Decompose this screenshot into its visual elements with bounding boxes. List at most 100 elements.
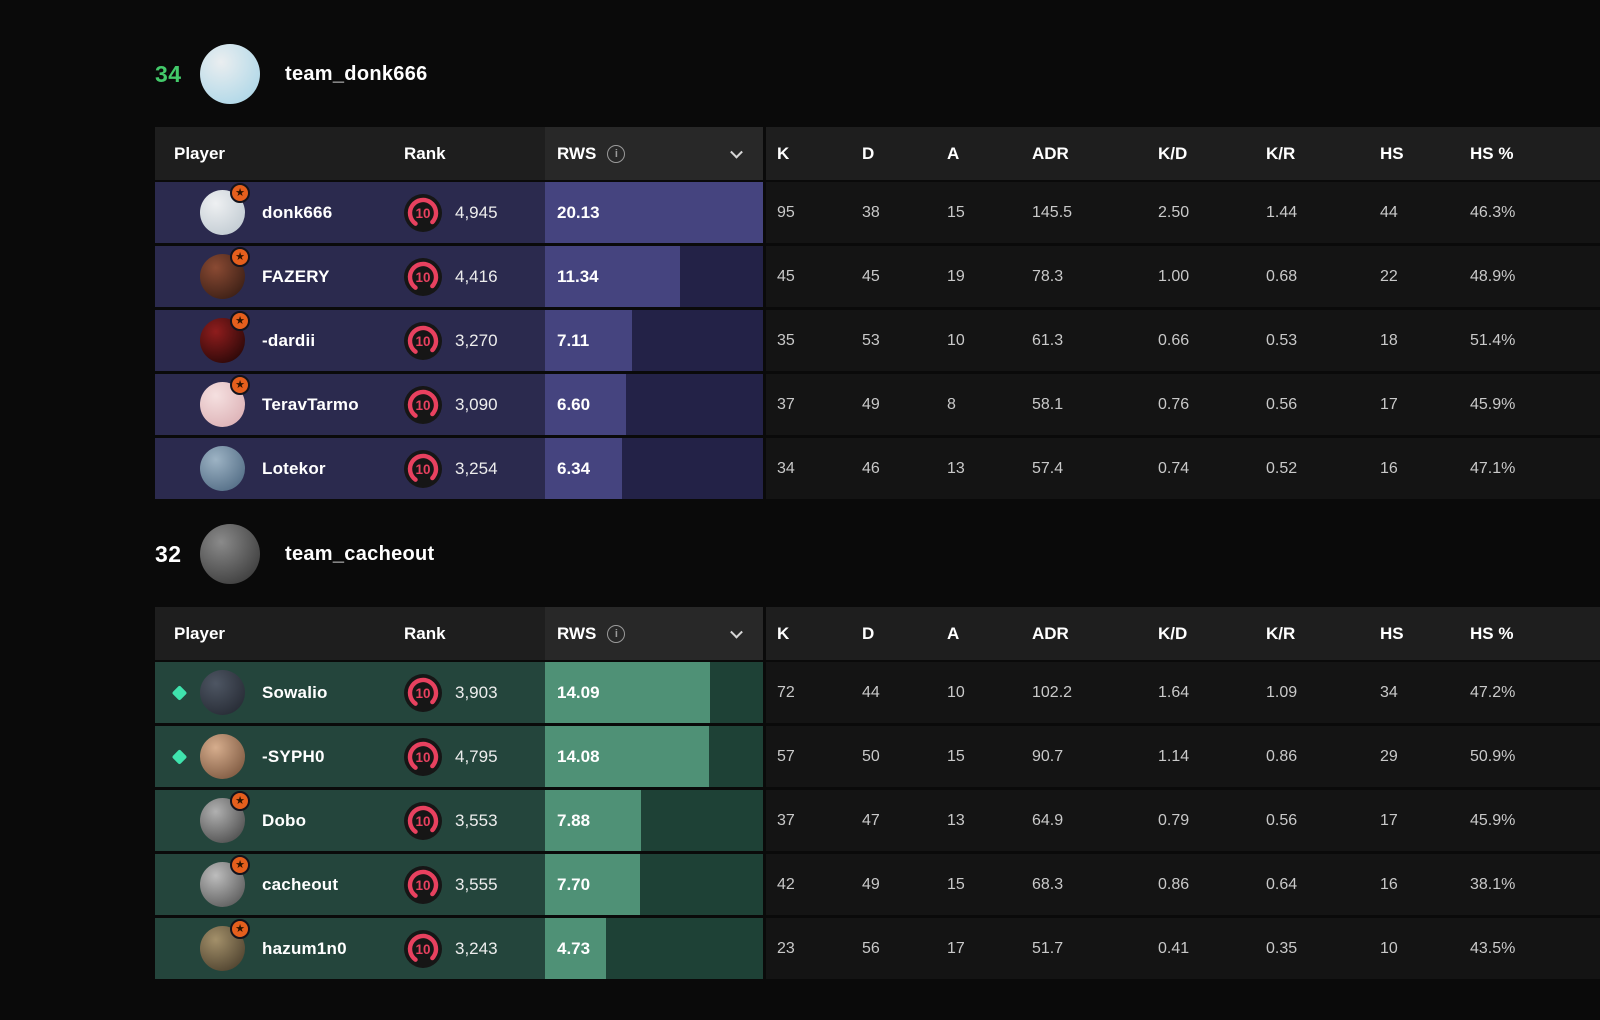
player-cell: ★ FAZERY xyxy=(155,246,400,307)
stat-adr: 57.4 xyxy=(1018,438,1144,499)
player-row[interactable]: Lotekor 10 3,254 6.34 34 46 13 57.4 0.74… xyxy=(155,438,1600,499)
player-name[interactable]: FAZERY xyxy=(262,266,330,286)
star-badge-icon: ★ xyxy=(230,791,250,811)
stat-adr: 78.3 xyxy=(1018,246,1144,307)
player-row[interactable]: ★ FAZERY 10 4,416 11.34 45 45 19 78.3 1.… xyxy=(155,246,1600,307)
player-row[interactable]: Sowalio 10 3,903 14.09 72 44 10 102.2 1.… xyxy=(155,662,1600,723)
stat-hs-pct: 45.9% xyxy=(1456,374,1600,435)
stat-kr: 0.56 xyxy=(1252,374,1366,435)
rank-gauge-icon: 10 xyxy=(404,449,442,488)
player-row[interactable]: ★ hazum1n0 10 3,243 4.73 23 56 17 51.7 0… xyxy=(155,918,1600,979)
player-avatar[interactable]: ★ xyxy=(200,183,250,235)
rws-cell: 14.08 xyxy=(545,726,763,787)
player-name[interactable]: -SYPH0 xyxy=(262,746,325,766)
player-row[interactable]: -SYPH0 10 4,795 14.08 57 50 15 90.7 1.14… xyxy=(155,726,1600,787)
rank-rating-value: 4,795 xyxy=(455,746,498,766)
team-name[interactable]: team_donk666 xyxy=(285,62,428,85)
player-name[interactable]: hazum1n0 xyxy=(262,938,347,958)
rank-gauge-icon: 10 xyxy=(404,737,442,776)
stat-deaths: 47 xyxy=(848,790,933,851)
rws-cell: 7.88 xyxy=(545,790,763,851)
player-cell: ★ hazum1n0 xyxy=(155,918,400,979)
stat-deaths: 53 xyxy=(848,310,933,371)
team-header: 32 team_cacheout xyxy=(155,524,1600,584)
stat-kr: 0.52 xyxy=(1252,438,1366,499)
player-avatar[interactable]: ★ xyxy=(200,855,250,907)
rank-gauge-icon: 10 xyxy=(404,257,442,296)
player-row[interactable]: ★ Dobo 10 3,553 7.88 37 47 13 64.9 0.79 … xyxy=(155,790,1600,851)
rws-bar xyxy=(545,854,640,915)
stat-hs-pct: 46.3% xyxy=(1456,182,1600,243)
rank-cell: 10 4,416 xyxy=(400,246,545,307)
rank-rating-value: 3,090 xyxy=(455,394,498,414)
player-name[interactable]: donk666 xyxy=(262,202,333,222)
player-name[interactable]: Lotekor xyxy=(262,458,326,478)
stat-hs: 29 xyxy=(1366,726,1456,787)
player-name[interactable]: cacheout xyxy=(262,874,339,894)
stat-kr: 0.35 xyxy=(1252,918,1366,979)
rank-gauge-icon: 10 xyxy=(404,193,442,232)
player-name[interactable]: -dardii xyxy=(262,330,316,350)
stat-hs-pct: 50.9% xyxy=(1456,726,1600,787)
stat-hs: 10 xyxy=(1366,918,1456,979)
chevron-down-icon[interactable] xyxy=(730,625,743,639)
column-header-hs-pct: HS % xyxy=(1456,127,1600,180)
player-row[interactable]: ★ -dardii 10 3,270 7.11 35 53 10 61.3 0.… xyxy=(155,310,1600,371)
rws-value: 7.88 xyxy=(557,810,591,830)
team-name[interactable]: team_cacheout xyxy=(285,542,435,565)
column-header-assists: A xyxy=(933,607,1018,660)
svg-text:10: 10 xyxy=(415,814,430,829)
party-diamond-icon xyxy=(171,748,188,765)
svg-text:10: 10 xyxy=(415,942,430,957)
player-avatar[interactable] xyxy=(200,670,245,715)
stat-kd: 0.79 xyxy=(1144,790,1252,851)
info-icon[interactable]: i xyxy=(607,624,626,643)
rank-cell: 10 3,243 xyxy=(400,918,545,979)
column-header-rws[interactable]: RWS i xyxy=(545,607,763,660)
rws-value: 20.13 xyxy=(557,202,600,222)
team-avatar[interactable] xyxy=(200,44,260,104)
stat-hs: 22 xyxy=(1366,246,1456,307)
player-name[interactable]: Sowalio xyxy=(262,682,328,702)
svg-text:10: 10 xyxy=(415,398,430,413)
rank-cell: 10 3,903 xyxy=(400,662,545,723)
player-row[interactable]: ★ TeravTarmo 10 3,090 6.60 37 49 8 58.1 … xyxy=(155,374,1600,435)
stat-kd: 1.14 xyxy=(1144,726,1252,787)
stat-hs-pct: 47.2% xyxy=(1456,662,1600,723)
stat-kills: 42 xyxy=(763,854,848,915)
info-icon[interactable]: i xyxy=(607,144,626,163)
player-row[interactable]: ★ donk666 10 4,945 20.13 95 38 15 145.5 … xyxy=(155,182,1600,243)
player-avatar[interactable]: ★ xyxy=(200,791,250,843)
player-name[interactable]: Dobo xyxy=(262,810,307,830)
stat-deaths: 49 xyxy=(848,374,933,435)
player-avatar[interactable] xyxy=(200,734,245,779)
table-body: Sowalio 10 3,903 14.09 72 44 10 102.2 1.… xyxy=(155,662,1600,979)
chevron-down-icon[interactable] xyxy=(730,145,743,159)
player-name[interactable]: TeravTarmo xyxy=(262,394,359,414)
star-badge-icon: ★ xyxy=(230,855,250,875)
player-avatar[interactable]: ★ xyxy=(200,311,250,363)
rws-value: 7.70 xyxy=(557,874,591,894)
star-badge-icon: ★ xyxy=(230,183,250,203)
stat-hs: 16 xyxy=(1366,438,1456,499)
player-avatar[interactable]: ★ xyxy=(200,919,250,971)
player-avatar[interactable] xyxy=(200,446,245,491)
stat-kr: 1.44 xyxy=(1252,182,1366,243)
stat-kr: 1.09 xyxy=(1252,662,1366,723)
stat-hs-pct: 47.1% xyxy=(1456,438,1600,499)
stat-kd: 0.86 xyxy=(1144,854,1252,915)
player-row[interactable]: ★ cacheout 10 3,555 7.70 42 49 15 68.3 0… xyxy=(155,854,1600,915)
svg-text:10: 10 xyxy=(415,686,430,701)
player-avatar[interactable]: ★ xyxy=(200,375,250,427)
svg-text:10: 10 xyxy=(415,270,430,285)
stat-adr: 68.3 xyxy=(1018,854,1144,915)
rws-cell: 6.60 xyxy=(545,374,763,435)
column-header-rws[interactable]: RWS i xyxy=(545,127,763,180)
rws-cell: 11.34 xyxy=(545,246,763,307)
rws-value: 14.09 xyxy=(557,682,600,702)
player-avatar[interactable]: ★ xyxy=(200,247,250,299)
rws-value: 7.11 xyxy=(557,330,590,350)
team-avatar[interactable] xyxy=(200,524,260,584)
stat-kr: 0.53 xyxy=(1252,310,1366,371)
stat-assists: 13 xyxy=(933,438,1018,499)
